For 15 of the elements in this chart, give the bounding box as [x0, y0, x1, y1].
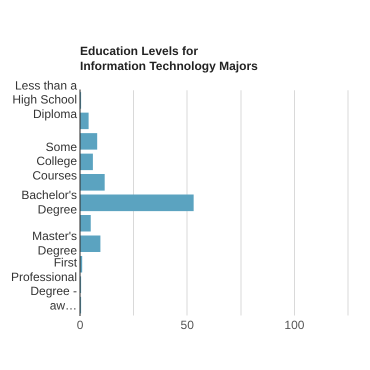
x-tick-label: 50 [180, 318, 194, 332]
y-tick-label: Master's Degree [32, 228, 78, 258]
bar [80, 215, 91, 232]
y-tick-label: Some College Courses [32, 140, 78, 183]
x-tick-label: 0 [76, 318, 84, 332]
bar [80, 174, 105, 191]
bar [80, 235, 100, 252]
bar [80, 112, 89, 130]
bar [80, 133, 98, 150]
bar [80, 194, 194, 212]
chart-title: Education Levels for Information Technology Majors [79, 43, 259, 75]
y-tick-label: Less than a High School Diploma [12, 78, 78, 122]
y-tick-label: Bachelor's Degree [21, 188, 78, 216]
bar [80, 154, 93, 170]
x-tick-label: 100 [284, 318, 305, 332]
